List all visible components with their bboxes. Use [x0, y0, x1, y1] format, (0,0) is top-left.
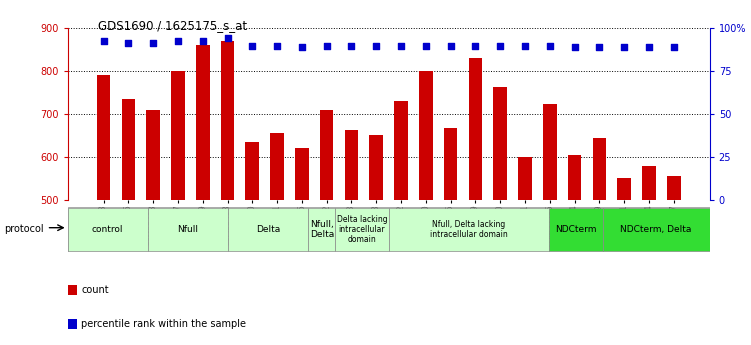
Bar — [221, 41, 234, 345]
Bar — [295, 148, 309, 345]
Text: Nfull, Delta lacking
intracellular domain: Nfull, Delta lacking intracellular domai… — [430, 220, 508, 239]
Point — [494, 43, 506, 49]
Bar — [642, 167, 656, 345]
Bar — [419, 71, 433, 345]
FancyBboxPatch shape — [309, 208, 335, 251]
Bar — [270, 133, 284, 345]
Text: Nfull: Nfull — [177, 225, 198, 234]
Bar — [667, 176, 680, 345]
Point — [172, 39, 184, 44]
Point — [618, 45, 630, 50]
FancyBboxPatch shape — [602, 208, 710, 251]
Text: control: control — [92, 225, 123, 234]
Bar — [493, 87, 507, 345]
Point — [296, 44, 308, 49]
Point — [345, 43, 357, 49]
Point — [593, 45, 605, 50]
Point — [420, 43, 432, 49]
FancyBboxPatch shape — [148, 208, 228, 251]
FancyBboxPatch shape — [335, 208, 389, 251]
Bar — [97, 75, 110, 345]
Bar — [469, 58, 482, 345]
Bar — [394, 101, 408, 345]
Bar — [543, 104, 556, 345]
FancyBboxPatch shape — [549, 208, 602, 251]
Text: count: count — [81, 285, 109, 295]
Point — [469, 43, 481, 49]
Text: GDS1690 / 1625175_s_at: GDS1690 / 1625175_s_at — [98, 19, 247, 32]
Bar — [593, 138, 606, 345]
Bar — [196, 45, 210, 345]
Bar — [146, 110, 160, 345]
Point — [395, 43, 407, 49]
Text: Delta: Delta — [256, 225, 280, 234]
Bar — [568, 155, 581, 345]
Bar — [320, 110, 333, 345]
Point — [321, 43, 333, 49]
Text: Nfull,
Delta: Nfull, Delta — [309, 220, 334, 239]
FancyBboxPatch shape — [389, 208, 549, 251]
Point — [246, 43, 258, 49]
Point — [197, 38, 209, 43]
Point — [370, 43, 382, 49]
Bar — [444, 128, 457, 345]
FancyBboxPatch shape — [228, 208, 309, 251]
Point — [643, 45, 655, 50]
FancyBboxPatch shape — [68, 208, 148, 251]
Point — [519, 43, 531, 49]
Point — [668, 45, 680, 50]
Text: NDCterm: NDCterm — [555, 225, 597, 234]
Bar — [246, 142, 259, 345]
Point — [445, 43, 457, 49]
Point — [544, 43, 556, 49]
Bar — [518, 157, 532, 345]
Bar — [617, 178, 631, 345]
Text: protocol: protocol — [4, 225, 44, 234]
Point — [147, 40, 159, 46]
Point — [122, 40, 134, 46]
Point — [569, 45, 581, 50]
Text: Delta lacking
intracellular
domain: Delta lacking intracellular domain — [336, 215, 388, 244]
Point — [271, 43, 283, 49]
Bar — [171, 71, 185, 345]
Bar — [345, 130, 358, 345]
Text: NDCterm, Delta: NDCterm, Delta — [620, 225, 692, 234]
Bar — [122, 99, 135, 345]
Bar — [369, 136, 383, 345]
Point — [98, 38, 110, 43]
Point — [222, 36, 234, 41]
Text: percentile rank within the sample: percentile rank within the sample — [81, 319, 246, 329]
